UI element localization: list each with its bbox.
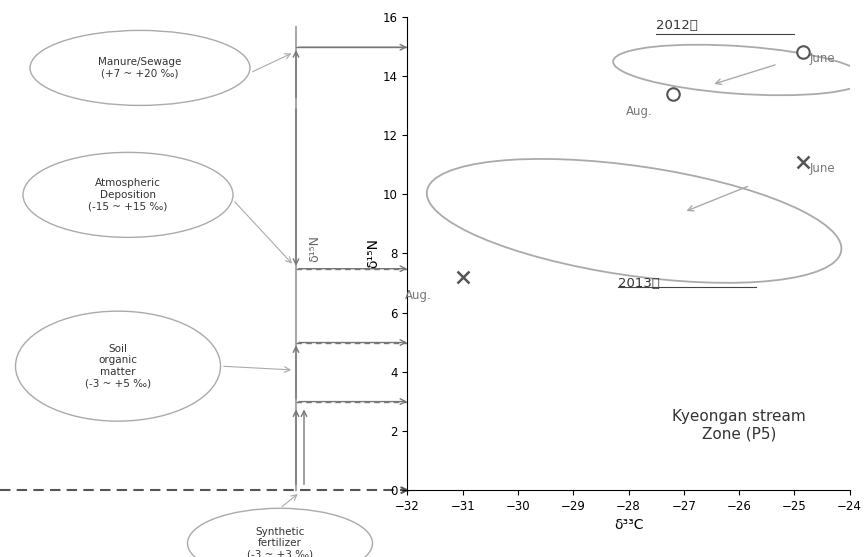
- Ellipse shape: [30, 31, 250, 105]
- Text: Synthetic
fertilizer
(-3 ~ +3 ‰): Synthetic fertilizer (-3 ~ +3 ‰): [247, 527, 313, 557]
- Ellipse shape: [16, 311, 220, 421]
- Text: Aug.: Aug.: [626, 105, 653, 119]
- Text: June: June: [809, 162, 835, 175]
- Text: 2013년: 2013년: [617, 277, 660, 290]
- Text: Aug.: Aug.: [405, 289, 432, 302]
- X-axis label: δ³³C: δ³³C: [614, 519, 643, 532]
- Text: Atmospheric
Deposition
(-15 ~ +15 ‰): Atmospheric Deposition (-15 ~ +15 ‰): [88, 178, 167, 212]
- Text: 2012년: 2012년: [656, 18, 698, 32]
- Ellipse shape: [23, 153, 233, 237]
- Y-axis label: δ¹⁵N: δ¹⁵N: [366, 238, 380, 268]
- Text: Kyeongan stream
Zone (P5): Kyeongan stream Zone (P5): [672, 409, 806, 441]
- Text: δ¹⁵N: δ¹⁵N: [308, 235, 321, 262]
- Text: Manure/Sewage
(+7 ~ +20 ‰): Manure/Sewage (+7 ~ +20 ‰): [98, 57, 182, 79]
- Text: Soil
organic
matter
(-3 ~ +5 ‰): Soil organic matter (-3 ~ +5 ‰): [85, 344, 151, 389]
- Ellipse shape: [187, 509, 373, 557]
- Text: June: June: [809, 52, 835, 65]
